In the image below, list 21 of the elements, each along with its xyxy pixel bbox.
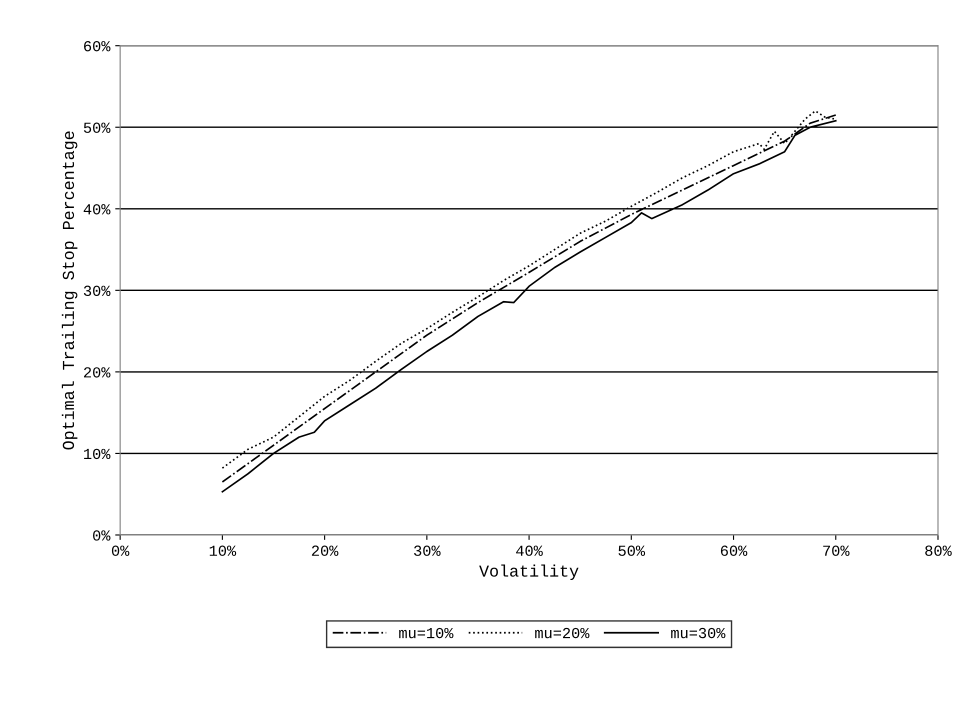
y-tick-label: 10%	[84, 448, 110, 460]
x-tick-label: 50%	[618, 546, 646, 556]
y-tick-label: 20%	[84, 367, 110, 378]
x-tick-label: 0%	[112, 546, 130, 556]
legend-label: mu=10%	[399, 628, 454, 638]
y-tick-label: 0%	[93, 530, 110, 541]
y-tick-label: 50%	[84, 122, 110, 133]
x-tick-label: 70%	[823, 546, 850, 556]
y-axis-title: Optimal Trailing Stop Percentage	[62, 131, 78, 450]
legend-label: mu=20%	[535, 628, 590, 638]
y-tick-label: 40%	[84, 204, 110, 214]
x-tick-label: 20%	[312, 546, 338, 556]
x-tick-label: 60%	[720, 546, 748, 556]
x-tick-label: 80%	[925, 546, 952, 556]
y-tick-label: 60%	[84, 41, 110, 52]
x-tick-label: 40%	[516, 546, 543, 556]
x-tick-label: 10%	[210, 546, 236, 556]
x-axis-title: Volatility	[479, 564, 579, 580]
x-tick-label: 30%	[414, 546, 441, 556]
legend-label: mu=30%	[671, 628, 726, 638]
y-tick-label: 30%	[84, 286, 110, 296]
